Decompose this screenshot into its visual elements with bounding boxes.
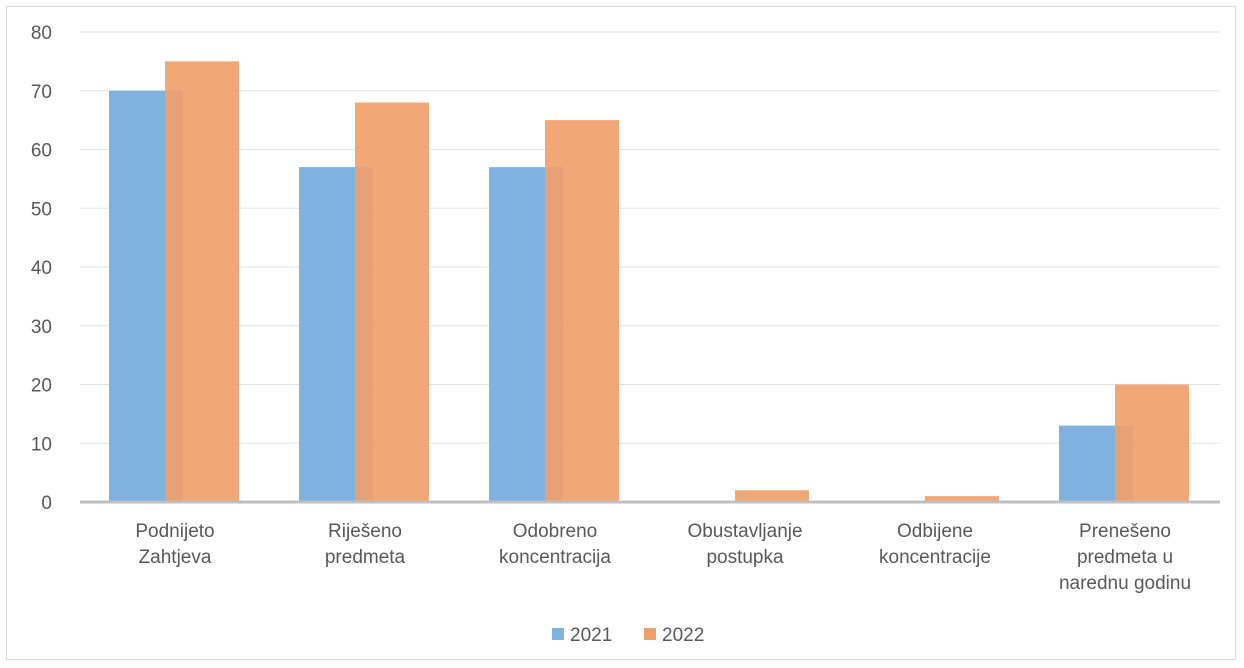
y-axis-ticks: 0 10 20 30 40 50 60 70 80: [31, 23, 52, 514]
gridlines: [80, 31, 1220, 444]
category-label: predmeta: [325, 547, 406, 568]
category-label: predmeta u: [1077, 547, 1173, 568]
category-label: Riješeno: [328, 521, 402, 542]
y-tick-label: 80: [31, 23, 52, 44]
category-label: Odbijene: [897, 521, 973, 542]
y-tick-label: 50: [31, 199, 52, 220]
legend-label: 2022: [662, 625, 704, 646]
y-tick-label: 10: [31, 434, 52, 455]
legend: 2021 2022: [552, 625, 704, 646]
y-tick-label: 70: [31, 82, 52, 103]
bar-2022-2: [545, 120, 619, 502]
category-label: postupka: [706, 547, 784, 568]
bar-2022-3: [735, 490, 809, 502]
legend-swatch-2021: [552, 628, 564, 640]
legend-swatch-2022: [644, 628, 656, 640]
bars: [109, 61, 1189, 502]
legend-label: 2021: [570, 625, 612, 646]
category-label: narednu godinu: [1059, 573, 1191, 594]
category-label: Podnijeto: [135, 521, 214, 542]
bar-2022-4: [925, 496, 999, 502]
y-tick-label: 0: [41, 493, 52, 514]
category-label: Obustavljanje: [687, 521, 802, 542]
bar-2022-1: [355, 102, 429, 502]
bar-2022-5: [1115, 384, 1189, 502]
y-tick-label: 60: [31, 141, 52, 162]
y-tick-label: 20: [31, 376, 52, 397]
y-tick-label: 40: [31, 258, 52, 279]
category-label: Odobreno: [513, 521, 598, 542]
category-label: Prenešeno: [1079, 521, 1171, 542]
bar-2022-0: [165, 61, 239, 502]
y-tick-label: 30: [31, 317, 52, 338]
category-labels: Podnijeto Zahtjeva Riješeno predmeta Odobren…: [135, 521, 1191, 594]
category-label: koncentracija: [499, 547, 611, 568]
category-label: koncentracije: [879, 547, 991, 568]
category-label: Zahtjeva: [139, 547, 212, 568]
